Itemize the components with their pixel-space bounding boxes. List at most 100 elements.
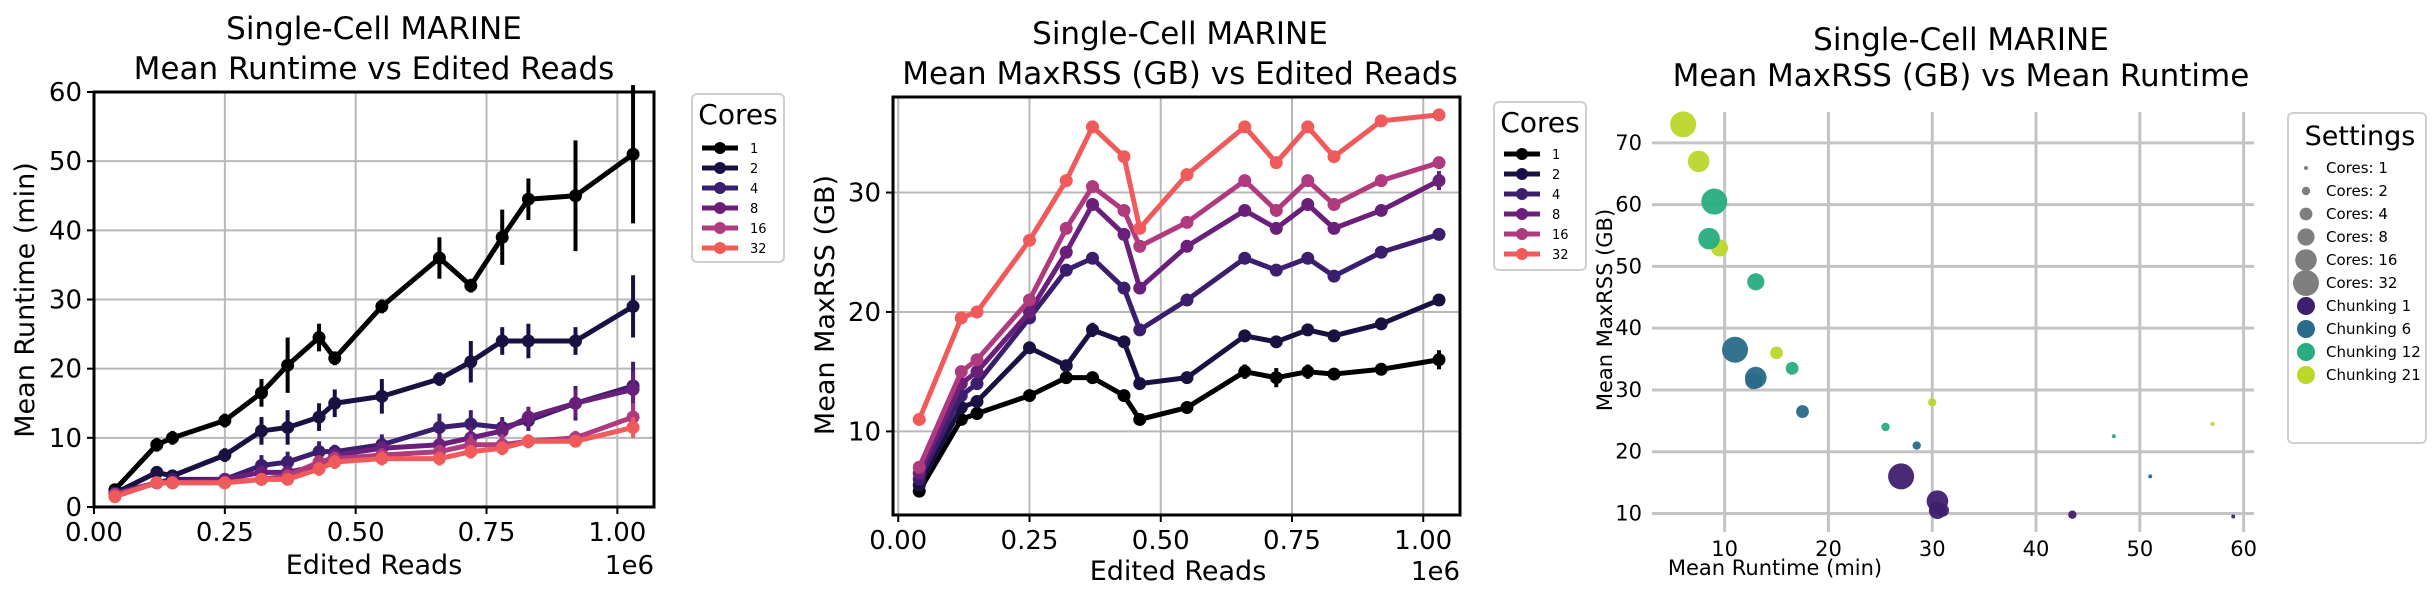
legend-color-marker: [2297, 366, 2315, 384]
legend-label: 8: [1552, 208, 1560, 223]
data-point: [1301, 197, 1315, 211]
chart3-x-ticks: 10 20 30 40 50 60: [1711, 537, 2257, 561]
legend-label: 1: [750, 142, 758, 157]
legend-swatch-marker: [714, 202, 726, 214]
chart1-plot-marks: [108, 85, 640, 504]
y-tick-label: 30: [49, 286, 82, 316]
scatter-point: [1888, 463, 1915, 490]
x-tick-label: 0.00: [869, 526, 927, 556]
data-point: [254, 472, 268, 486]
legend-label: 4: [750, 182, 758, 197]
data-point: [1327, 150, 1341, 164]
chart3-legend-title: Settings: [2305, 121, 2416, 152]
data-point: [1269, 335, 1283, 349]
scatter-point: [1881, 422, 1890, 432]
data-point: [1086, 371, 1099, 385]
chart1-legend-box: [691, 93, 785, 263]
legend-swatch-marker: [714, 182, 726, 194]
scatter-point: [1670, 111, 1697, 138]
legend-size-marker: [2297, 228, 2315, 246]
data-point: [328, 396, 342, 410]
data-point: [1432, 156, 1446, 170]
y-tick-label: 30: [1615, 378, 1642, 402]
legend-swatch-marker: [714, 142, 726, 154]
legend-swatch-marker: [1516, 248, 1528, 260]
x-tick-label: 10: [1711, 537, 1738, 561]
data-point: [1117, 203, 1131, 217]
data-point: [1180, 401, 1194, 415]
data-point: [1374, 203, 1388, 217]
data-point: [1301, 120, 1315, 134]
data-point: [1059, 221, 1073, 235]
legend-swatch-marker: [714, 242, 726, 254]
data-point: [1374, 114, 1388, 128]
scatter-point: [2210, 421, 2215, 426]
data-point: [1327, 269, 1341, 283]
data-point: [1327, 329, 1341, 343]
y-tick-label: 70: [1615, 131, 1642, 155]
data-point: [1133, 377, 1147, 391]
legend-label: 2: [750, 162, 758, 177]
data-point: [150, 438, 164, 452]
x-tick-label: 1.00: [588, 518, 646, 548]
scatter-point: [1745, 372, 1763, 390]
legend-label: 16: [1552, 228, 1569, 243]
x-tick-label: 30: [1919, 537, 1946, 561]
data-point: [108, 490, 122, 504]
data-point: [568, 434, 582, 448]
legend-label: 16: [750, 222, 767, 237]
data-point: [1023, 233, 1036, 247]
chart1-legend-title: Cores: [698, 98, 777, 131]
x-tick-label: 50: [2126, 537, 2153, 561]
legend-label: 32: [750, 242, 767, 257]
data-point: [1117, 389, 1131, 403]
scatter-point: [2068, 510, 2077, 519]
data-point: [150, 476, 164, 490]
x-tick-label: 0.50: [1132, 526, 1190, 556]
data-point: [1133, 221, 1147, 235]
data-point: [1374, 362, 1388, 376]
series-1-cores: [912, 350, 1446, 498]
legend-label: Cores: 8: [2326, 228, 2388, 246]
legend-swatch-marker: [1516, 168, 1528, 180]
data-point: [1238, 251, 1252, 265]
chart2-legend-title: Cores: [1500, 106, 1579, 139]
data-point: [281, 472, 295, 486]
series-line: [916, 160, 1440, 469]
data-point: [495, 334, 509, 348]
scatter-point: [1698, 227, 1720, 250]
chart1-legend-items: 1 2 4 8 16 32: [702, 142, 767, 257]
data-point: [954, 311, 968, 325]
data-point: [166, 476, 180, 490]
chart3-title-line2: Mean MaxRSS (GB) vs Mean Runtime: [1673, 58, 2250, 94]
scatter-point: [1796, 405, 1809, 418]
data-point: [568, 334, 582, 348]
y-tick-label: 50: [49, 147, 82, 177]
y-tick-label: 10: [848, 417, 881, 447]
series-line: [113, 304, 635, 496]
y-tick-label: 20: [49, 355, 82, 385]
chart2-title-line2: Mean MaxRSS (GB) vs Edited Reads: [902, 56, 1458, 92]
series-2-cores: [108, 275, 640, 500]
data-point: [1374, 245, 1388, 259]
data-point: [1269, 156, 1283, 170]
chart2-plot-frame: [891, 95, 1462, 517]
y-tick-label: 10: [49, 424, 82, 454]
data-point: [1374, 174, 1388, 188]
y-tick-label: 60: [1615, 193, 1642, 217]
data-point: [375, 299, 389, 313]
data-point: [912, 460, 926, 474]
data-point: [495, 441, 509, 455]
data-point: [1301, 174, 1315, 188]
data-point: [1269, 371, 1283, 385]
data-point: [521, 434, 535, 448]
data-point: [1059, 245, 1073, 259]
data-point: [432, 420, 446, 434]
series-32-cores: [912, 108, 1446, 426]
legend-color-marker: [2297, 297, 2315, 315]
chart1-y-ticks: 0 10 20 30 40 50 60: [49, 78, 94, 523]
data-point: [312, 445, 326, 459]
legend-swatch-marker: [714, 222, 726, 234]
y-tick-label: 60: [49, 78, 82, 108]
